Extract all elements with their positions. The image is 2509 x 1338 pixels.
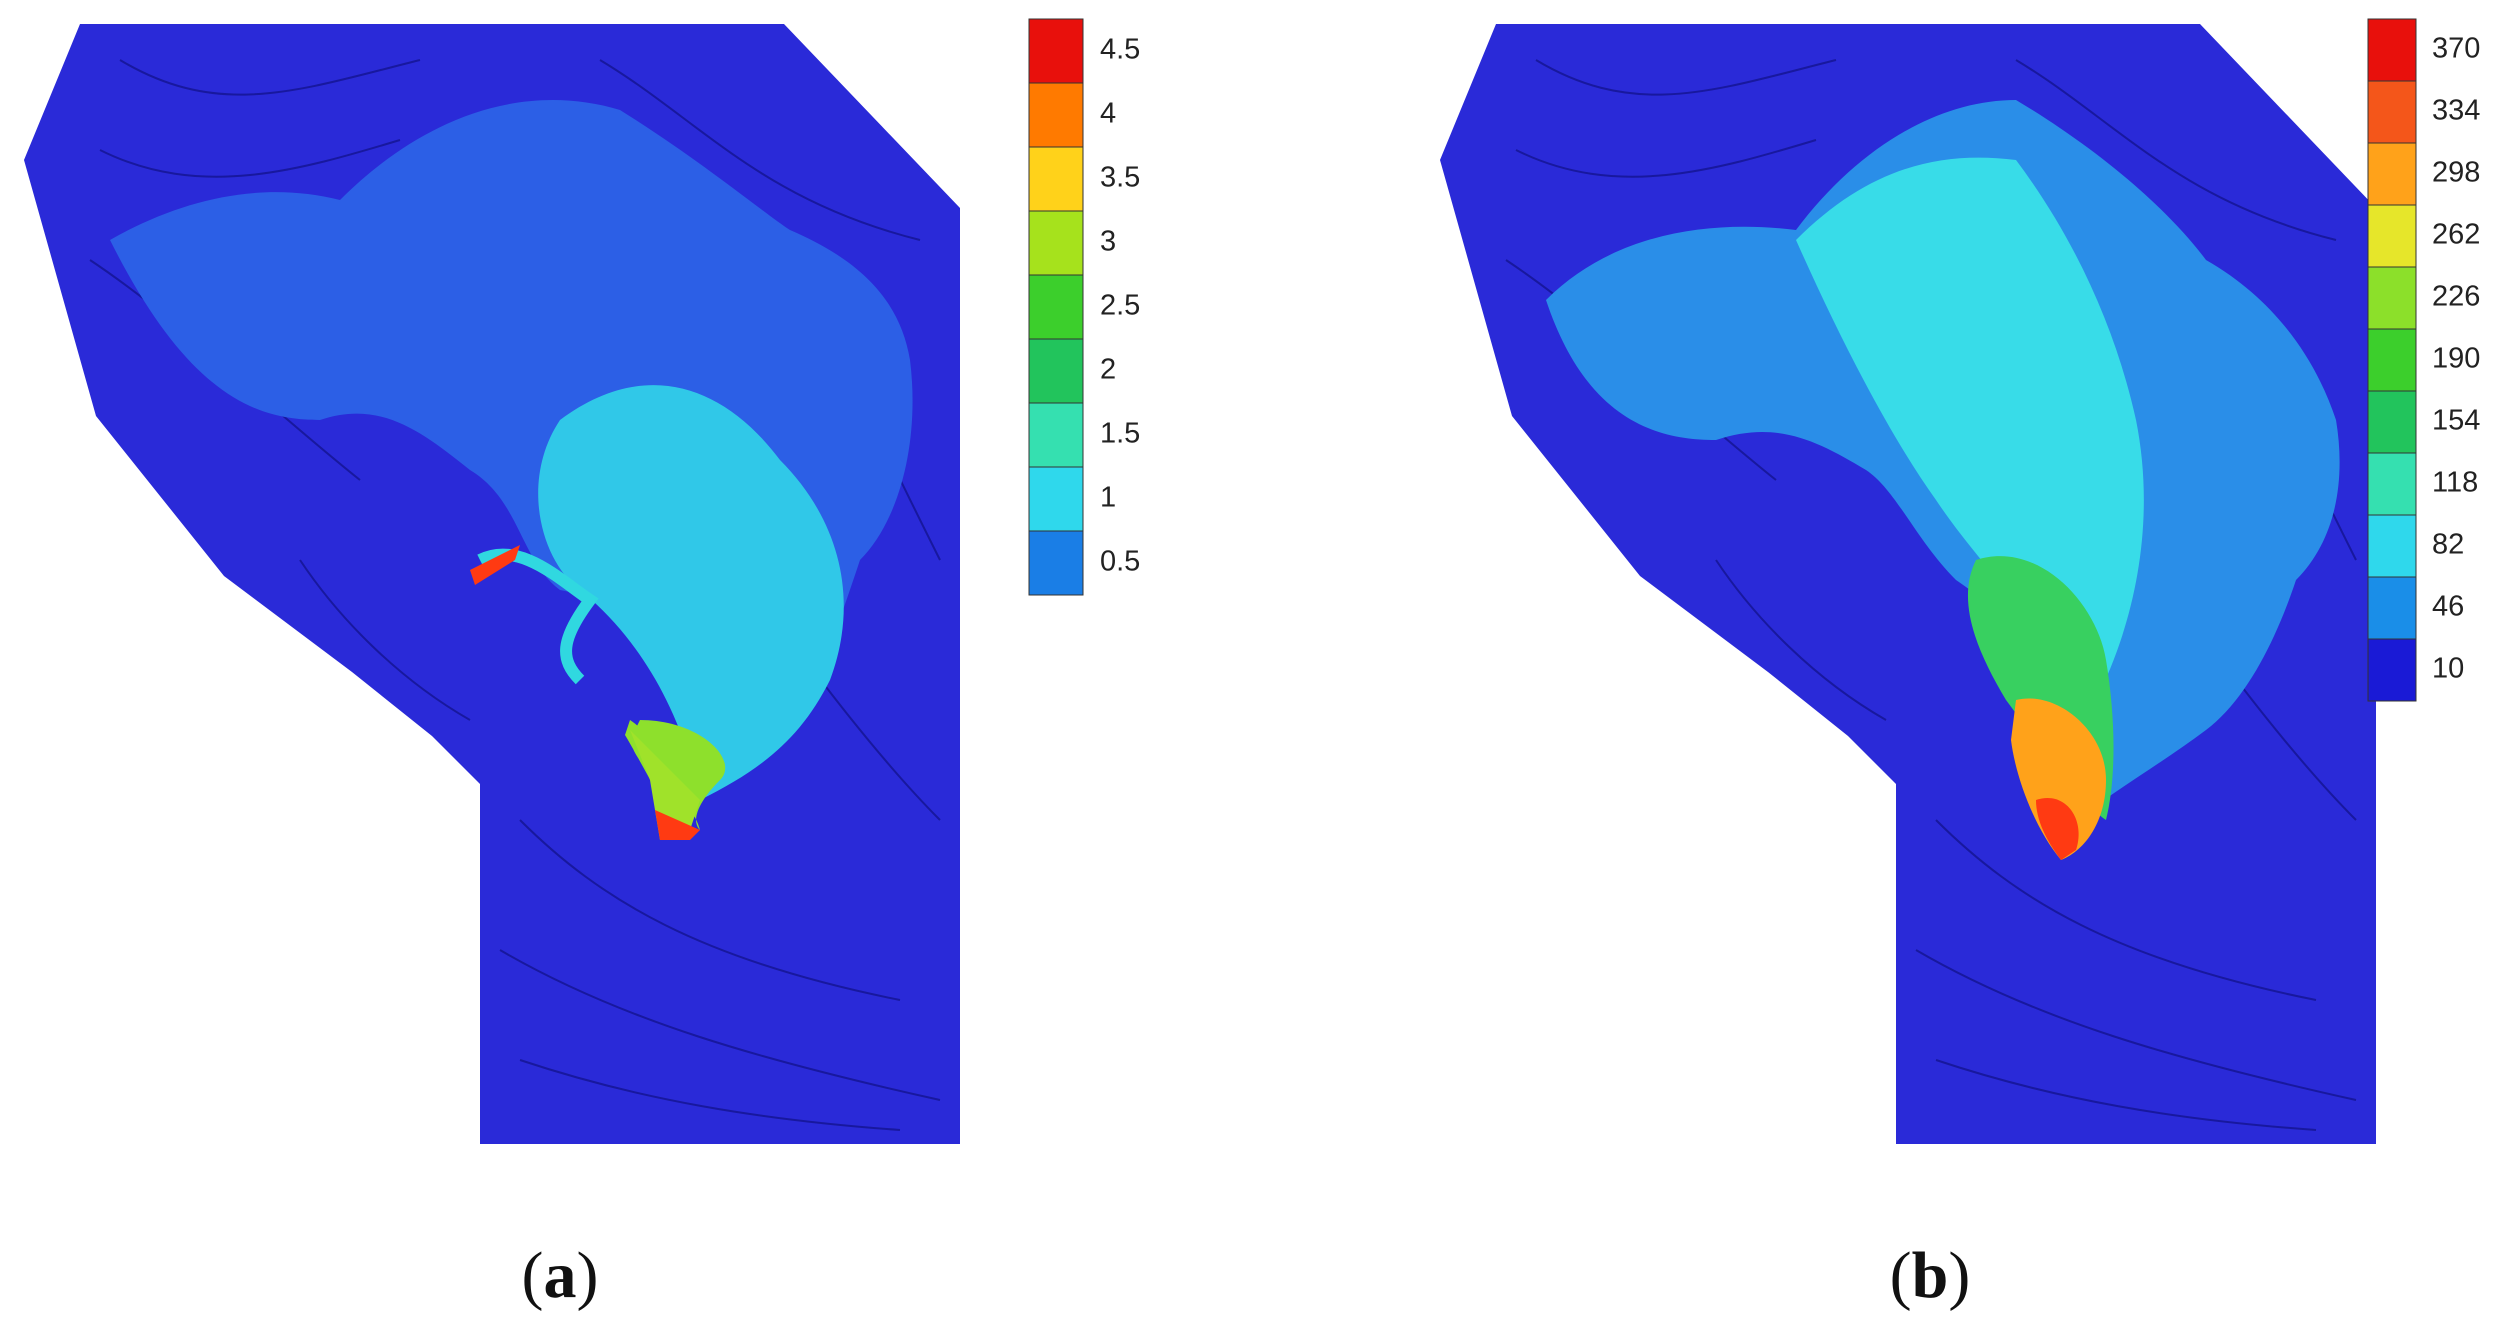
legend-swatch — [2367, 514, 2417, 578]
region-peak — [2036, 798, 2079, 860]
panel-label-part: ) — [1948, 1239, 1970, 1312]
legend-swatch — [1028, 402, 1084, 468]
legend-label: 2 — [1100, 354, 1116, 386]
legend-label: 1.5 — [1100, 418, 1140, 450]
legend-swatch — [1028, 338, 1084, 404]
legend-swatch — [1028, 210, 1084, 276]
legend-swatch — [1028, 146, 1084, 212]
legend-label: 226 — [2432, 281, 2480, 313]
legend-label: 10 — [2432, 653, 2464, 685]
legend-swatch — [2367, 204, 2417, 268]
panel-label-part: ( — [1890, 1239, 1912, 1312]
legend-label: 3 — [1100, 226, 1116, 258]
legend: 4.5 4 3.5 3 2.5 2 1.5 1 0.5 — [1028, 18, 1140, 596]
panel-label-part: ( — [522, 1239, 544, 1312]
panel-label-part: ) — [577, 1239, 599, 1312]
legend-swatch — [2367, 638, 2417, 702]
legend-label: 1 — [1100, 482, 1116, 514]
region-high — [2011, 698, 2106, 860]
map-a — [24, 24, 960, 1144]
legend-swatch — [2367, 80, 2417, 144]
legend-label: 82 — [2432, 529, 2464, 561]
legends: 4.543.532.521.510.5(a)370334298262226190… — [522, 18, 2480, 1312]
panel-label: (b) — [1890, 1239, 1971, 1312]
legend-label: 2.5 — [1100, 290, 1140, 322]
legend-swatch — [1028, 82, 1084, 148]
region-high — [625, 720, 726, 830]
legend-swatch — [1028, 530, 1084, 596]
legend-label: 3.5 — [1100, 162, 1140, 194]
legend-swatch — [2367, 576, 2417, 640]
legend-label: 4 — [1100, 98, 1116, 130]
legend-swatch — [2367, 18, 2417, 82]
legend-label: 334 — [2432, 95, 2480, 127]
region-high — [630, 730, 700, 840]
legend: 370 334 298 262 226 190 154 118 82 46 10 — [2367, 18, 2480, 702]
legend-swatch — [1028, 18, 1084, 84]
legend-label: 154 — [2432, 405, 2480, 437]
legend-label: 262 — [2432, 219, 2480, 251]
legend-swatch — [2367, 266, 2417, 330]
legend-swatch — [1028, 274, 1084, 340]
legend-swatch — [1028, 466, 1084, 532]
map-b — [1440, 24, 2376, 1144]
panel-label: (a) — [522, 1239, 599, 1312]
legend-swatch — [2367, 452, 2417, 516]
legend-label: 298 — [2432, 157, 2480, 189]
legend-swatch — [2367, 390, 2417, 454]
region-mid — [1796, 157, 2144, 700]
legend-label: 4.5 — [1100, 34, 1140, 66]
legend-swatch — [2367, 328, 2417, 392]
legend-label: 370 — [2432, 33, 2480, 65]
panel-label-part: a — [544, 1239, 577, 1312]
legend-swatch — [2367, 142, 2417, 206]
legend-label: 118 — [2432, 467, 2478, 499]
legend-label: 46 — [2432, 591, 2464, 623]
legend-label: 0.5 — [1100, 546, 1140, 578]
region-mid — [538, 385, 844, 800]
panel-label-part: b — [1912, 1239, 1949, 1312]
legend-label: 190 — [2432, 343, 2480, 375]
